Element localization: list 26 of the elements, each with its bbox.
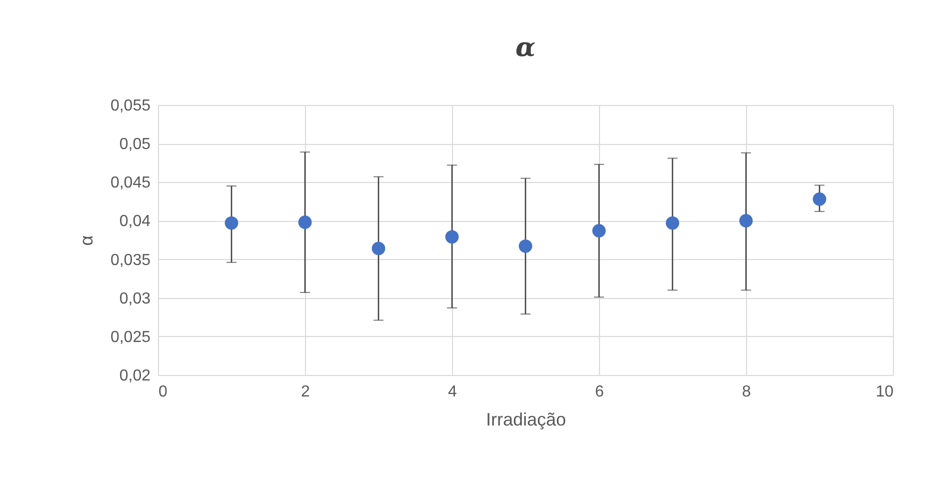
point bbox=[445, 230, 459, 244]
x-tick-label: 8 bbox=[742, 384, 752, 400]
y-tick-label: 0,025 bbox=[110, 328, 151, 346]
point bbox=[739, 214, 753, 228]
y-tick-label: 0,02 bbox=[119, 368, 151, 384]
y-tick-label: 0,055 bbox=[110, 98, 151, 114]
point bbox=[372, 242, 386, 256]
x-tick-label: 10 bbox=[876, 384, 894, 400]
point bbox=[518, 239, 532, 253]
y-tick-label: 0,035 bbox=[110, 252, 151, 269]
y-axis-title: α bbox=[76, 235, 96, 246]
y-tick-label: 0,05 bbox=[119, 136, 151, 154]
y-tick-label: 0,045 bbox=[110, 174, 151, 192]
x-tick-label: 0 bbox=[158, 384, 168, 400]
point bbox=[666, 216, 680, 230]
point bbox=[592, 224, 606, 238]
y-tick-label: 0,04 bbox=[119, 213, 151, 230]
chart-title: α bbox=[515, 33, 536, 63]
x-axis-title: Irradiação bbox=[486, 410, 566, 430]
x-tick-label: 4 bbox=[448, 384, 458, 400]
point bbox=[812, 192, 826, 206]
point bbox=[224, 216, 238, 230]
point bbox=[298, 216, 312, 229]
x-tick-label: 2 bbox=[301, 384, 310, 400]
x-tick-label: 6 bbox=[595, 384, 604, 400]
y-tick-label: 0,03 bbox=[119, 290, 151, 308]
